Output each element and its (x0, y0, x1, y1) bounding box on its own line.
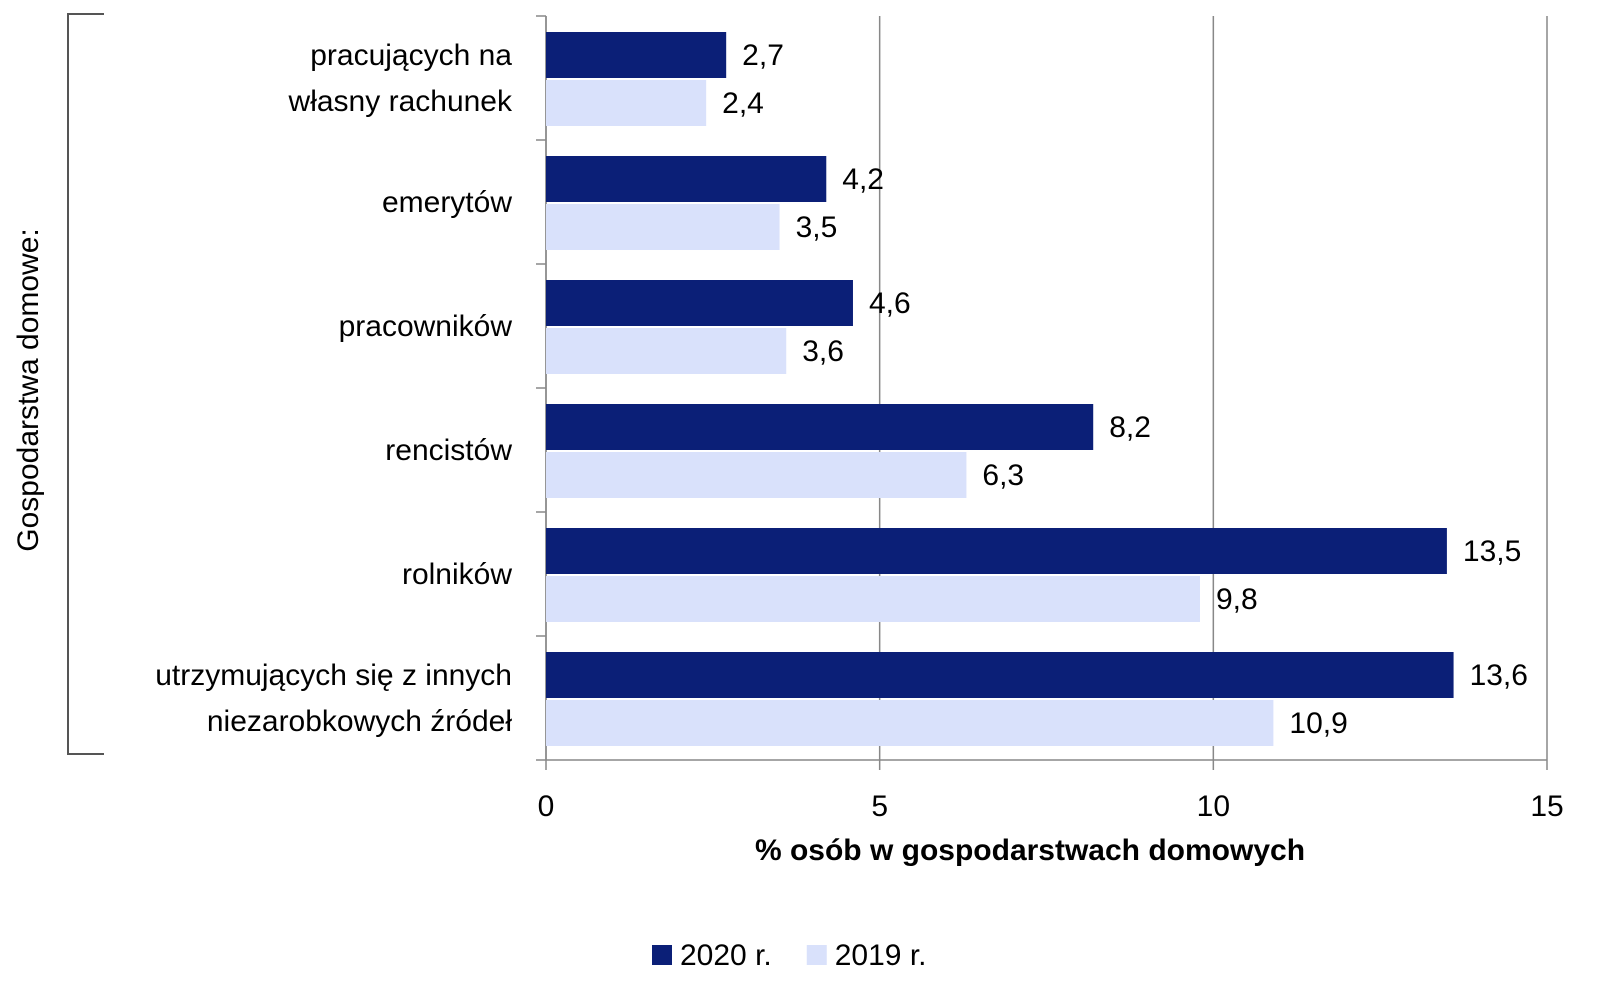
bar (546, 576, 1200, 622)
bar (546, 404, 1094, 450)
y-tick-label: emerytów (382, 186, 512, 219)
x-axis-label: % osób w gospodarstwach domowych (755, 834, 1305, 867)
y-tick-label: utrzymujących się z innych niezarobkowych… (155, 659, 512, 738)
bar (546, 528, 1447, 574)
y-axis-label: Gospodarstwa domowe: (12, 228, 45, 552)
data-label: 4,6 (869, 287, 911, 320)
data-label: 13,5 (1463, 535, 1521, 568)
data-label: 3,6 (802, 335, 844, 368)
bracket (67, 13, 104, 755)
x-tick-label: 5 (871, 790, 888, 823)
legend-label: 2019 r. (835, 939, 927, 972)
bar (546, 700, 1274, 746)
x-tick-label: 0 (538, 790, 555, 823)
data-label: 4,2 (842, 163, 884, 196)
data-label: 2,4 (722, 87, 764, 120)
x-tick-label: 10 (1197, 790, 1230, 823)
y-tick-label: rencistów (385, 434, 512, 467)
bar (546, 204, 780, 250)
bar (546, 328, 787, 374)
bar (546, 156, 827, 202)
y-tick-label: pracowników (339, 310, 513, 343)
bar (546, 80, 707, 126)
bar (546, 652, 1454, 698)
legend-swatch (652, 945, 672, 965)
y-tick-label: pracujących na własny rachunek (288, 39, 513, 118)
legend-swatch (806, 945, 827, 965)
data-label: 6,3 (982, 459, 1024, 492)
x-tick-label: 15 (1530, 790, 1563, 823)
bar (546, 32, 727, 78)
legend-label: 2020 r. (680, 939, 772, 972)
data-label: 8,2 (1109, 411, 1151, 444)
data-label: 2,7 (742, 39, 784, 72)
bar (546, 280, 853, 326)
data-label: 9,8 (1216, 583, 1258, 616)
data-label: 3,5 (796, 211, 838, 244)
bar (546, 452, 967, 498)
data-label: 10,9 (1289, 707, 1347, 740)
y-tick-label: rolników (402, 558, 512, 591)
data-label: 13,6 (1470, 659, 1528, 692)
